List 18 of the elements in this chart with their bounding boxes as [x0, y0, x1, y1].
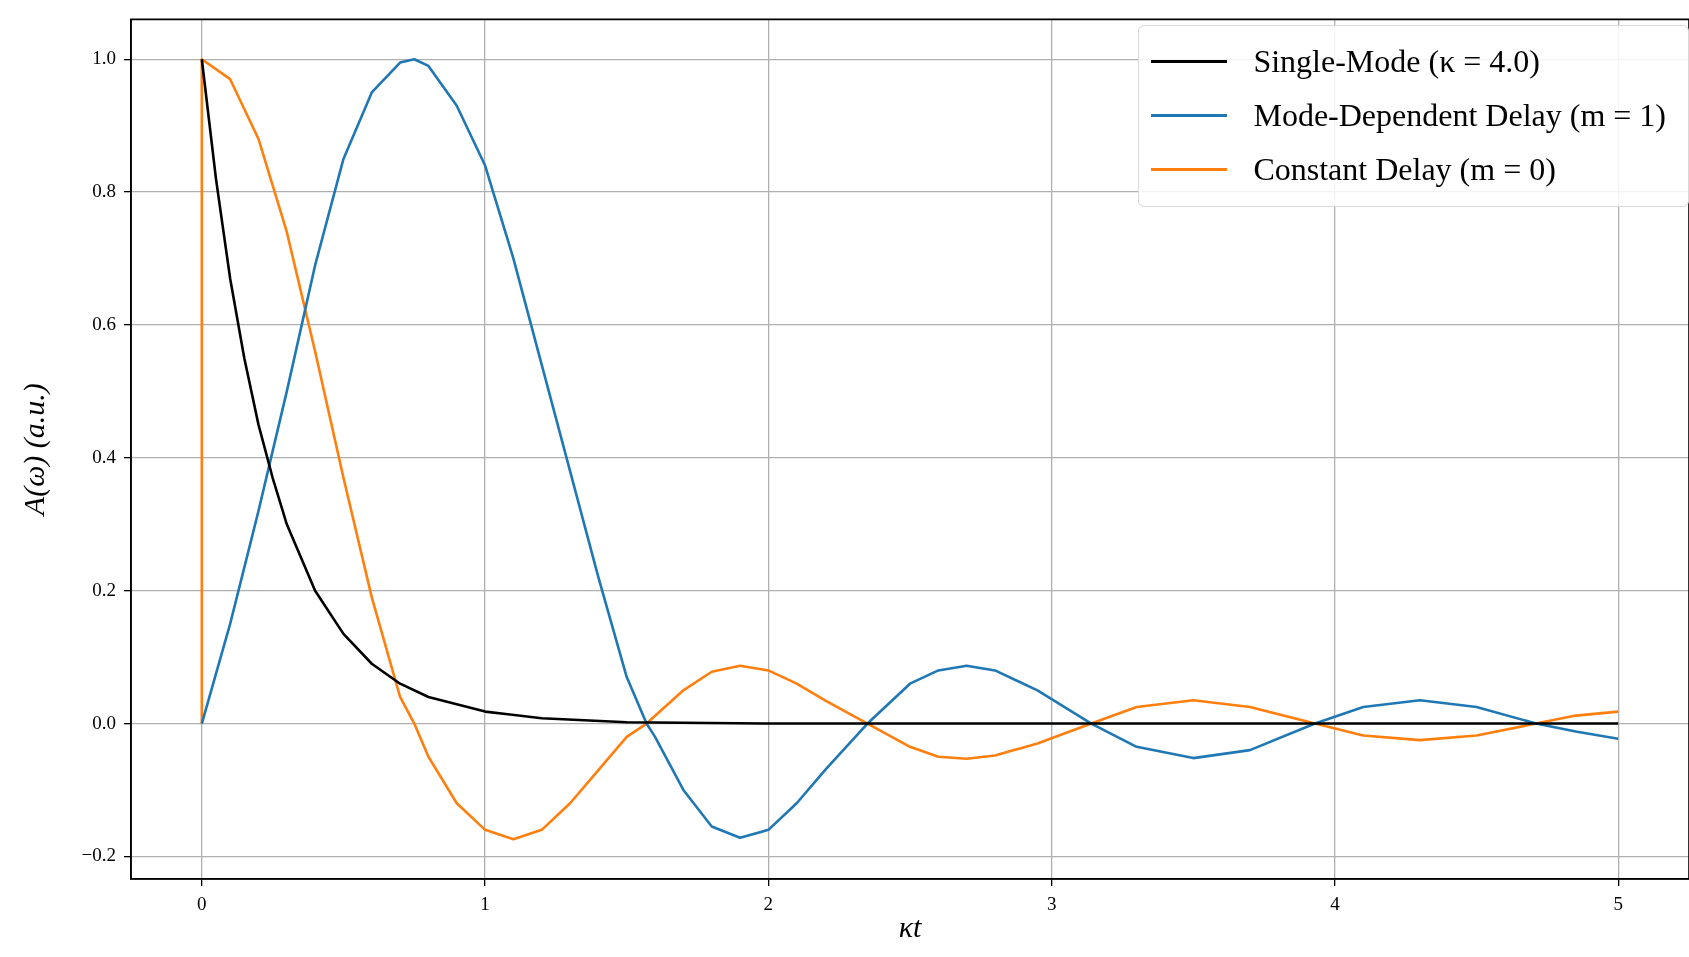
x-tick-label: 1 — [480, 893, 490, 915]
y-tick-label: −0.2 — [81, 844, 116, 866]
y-tick-label: 0.8 — [92, 180, 116, 202]
x-tick-label: 2 — [763, 893, 774, 915]
x-tick-label: 3 — [1046, 893, 1057, 915]
x-axis-title: κt — [898, 909, 923, 943]
x-tick-label: 0 — [197, 893, 207, 915]
y-tick-label: 0.2 — [92, 578, 116, 600]
legend-label: Constant Delay (m = 0) — [1253, 150, 1556, 188]
y-tick-label: 0.0 — [92, 711, 116, 733]
y-tick-label: 1.0 — [92, 47, 116, 69]
x-tick-label: 4 — [1330, 893, 1341, 915]
y-tick-label: 0.4 — [92, 445, 117, 467]
x-tick-label: 5 — [1613, 893, 1623, 915]
legend-label: Mode-Dependent Delay (m = 1) — [1253, 96, 1666, 134]
y-tick-label: 0.6 — [92, 312, 116, 334]
y-axis-title: A(ω) (a.u.) — [16, 383, 51, 518]
legend-label: Single-Mode (κ = 4.0) — [1253, 42, 1540, 80]
